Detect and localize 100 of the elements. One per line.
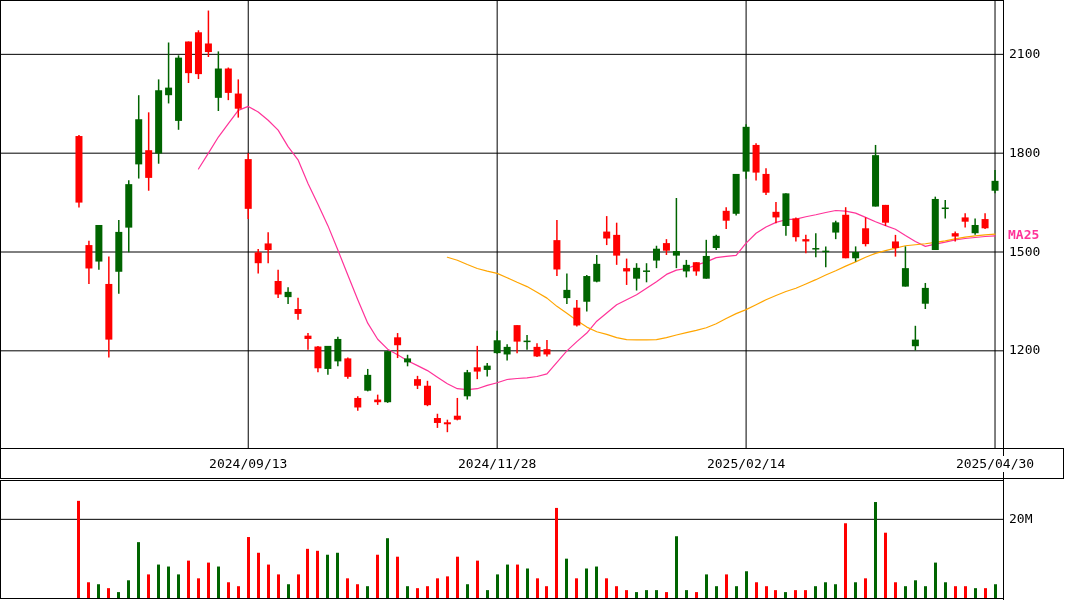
candlestick [423,380,431,407]
candlestick [563,272,571,305]
bar [715,586,718,598]
bar [366,586,369,598]
candlestick [911,325,919,352]
bar [685,590,688,598]
candlestick [991,169,999,195]
bar [237,586,240,598]
bar [396,556,399,598]
bar [794,590,797,598]
x-tick-label: 2024/11/28 [458,456,537,471]
bar [416,588,419,598]
x-tick-label: 2025/04/30 [955,456,1035,471]
bar [476,560,479,598]
bar [137,542,140,598]
bar [316,550,319,598]
bar [127,580,130,598]
x-tick-label: 2025/02/14 [706,456,786,471]
bar [904,586,907,598]
bar [605,578,608,598]
bar [824,582,827,598]
bar [526,568,529,598]
candlestick [254,248,262,275]
bar [496,574,499,598]
candlestick [324,345,332,376]
bar [306,548,309,598]
candlestick [264,231,272,264]
bar [784,592,787,598]
bar [167,566,170,598]
y-tick-label: 1800 [1009,144,1041,160]
bar [267,564,270,598]
bar [446,576,449,598]
bar [874,502,877,598]
bar [87,582,90,598]
candlestick [85,240,93,285]
bar [277,574,280,598]
bar [914,580,917,598]
candlestick [493,329,501,355]
bar [994,584,997,598]
candlestick [483,362,491,378]
bar [217,566,220,598]
bar [466,584,469,598]
candlestick [762,167,770,196]
candlestick [862,216,870,248]
bar [585,568,588,598]
bar [814,586,817,598]
bar [665,592,668,598]
bar [984,588,987,598]
bar [386,538,389,598]
bar [834,584,837,598]
candlestick [633,262,641,292]
bar [545,586,548,598]
candlestick [772,201,780,225]
series-label: MA25 [1008,227,1040,243]
bar [157,564,160,598]
candlestick [394,332,402,359]
bar [77,500,80,598]
bar [436,578,439,598]
candlestick [702,239,710,280]
bar [804,590,807,598]
candlestick [643,262,651,284]
bar [257,552,260,598]
bar [774,590,777,598]
candlestick [165,41,173,105]
bar [147,574,150,598]
candlestick [344,356,352,380]
candlestick [573,299,581,328]
bar [755,582,758,598]
bar [954,586,957,598]
bar [725,574,728,598]
bar [336,552,339,598]
y-tick-label: 2100 [1009,45,1041,61]
bar [207,562,210,598]
bar [745,571,748,598]
bar [177,574,180,598]
bar [565,558,568,598]
candlestick [204,9,212,58]
bar [615,586,618,598]
bar [964,586,967,598]
bar [107,588,110,598]
bar [625,590,628,598]
candlestick [961,212,969,229]
candlestick [334,335,342,368]
bar [486,590,489,598]
bar [974,588,977,598]
bar [356,584,359,598]
y-tick-label: 20M [1009,510,1033,526]
bar [854,582,857,598]
candlestick [832,219,840,240]
bar [406,586,409,598]
candlestick [613,221,621,266]
bar [247,537,250,598]
candlestick [812,232,820,259]
bar [944,582,947,598]
bar [884,532,887,598]
candlestick [234,78,242,119]
bar [595,566,598,598]
bar [645,590,648,598]
bar [297,574,300,598]
bar [227,582,230,598]
